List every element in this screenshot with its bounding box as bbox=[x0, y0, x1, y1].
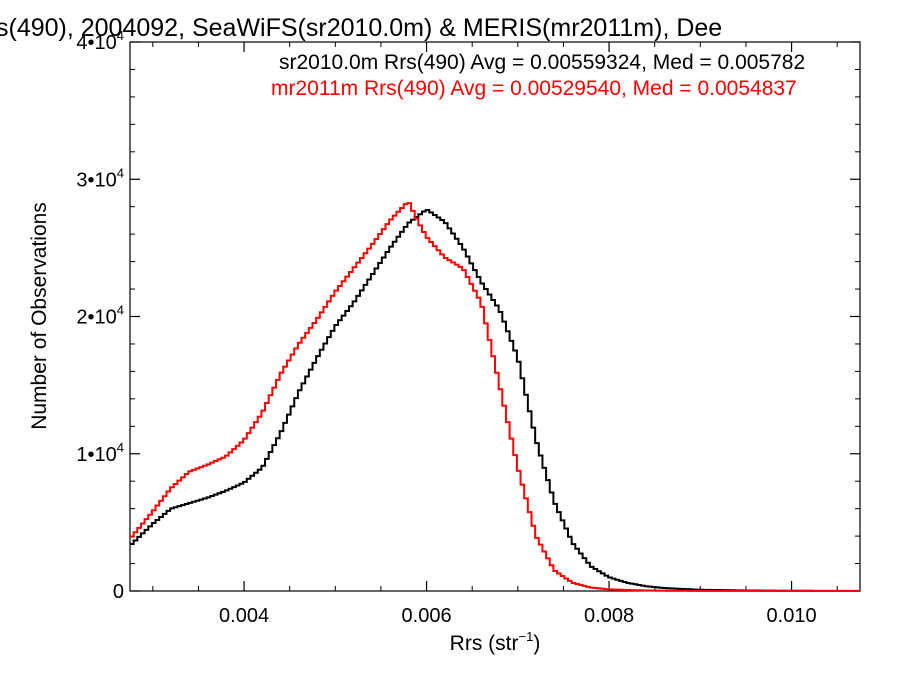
y-tick-label-base: 1•10 bbox=[76, 444, 116, 466]
chart-title: s(490), 2004092, SeaWiFS(sr2010.0m) & ME… bbox=[0, 14, 722, 42]
x-axis-label-end: ) bbox=[533, 632, 540, 655]
x-axis-label-superscript: −1 bbox=[519, 629, 534, 644]
x-tick-label: 0.010 bbox=[767, 605, 817, 627]
y-tick-label: 3•104 bbox=[76, 165, 124, 191]
x-axis-ticks: 0.004 0.006 0.008 0.010 bbox=[152, 42, 838, 627]
y-tick-label: 2•104 bbox=[76, 303, 124, 329]
x-tick-label: 0.008 bbox=[584, 605, 634, 627]
y-tick-label-exponent: 4 bbox=[117, 165, 124, 180]
y-tick-label-exponent: 4 bbox=[117, 440, 124, 455]
annotation-black: sr2010.0m Rrs(490) Avg = 0.00559324, Med… bbox=[279, 51, 805, 74]
x-tick-label: 0.006 bbox=[402, 605, 452, 627]
series-line-seawifs bbox=[130, 209, 860, 592]
y-tick-label-base: 2•10 bbox=[76, 307, 116, 329]
series-line-meris bbox=[130, 202, 860, 592]
y-tick-label: 1•104 bbox=[76, 440, 124, 466]
annotation-red: mr2011m Rrs(490) Avg = 0.00529540, Med =… bbox=[271, 77, 797, 100]
y-tick-label-base: 3•10 bbox=[76, 169, 116, 191]
y-tick-label: 0 bbox=[113, 581, 124, 603]
y-tick-label-exponent: 4 bbox=[117, 28, 124, 43]
plot-frame bbox=[129, 41, 861, 592]
y-tick-label-exponent: 4 bbox=[117, 303, 124, 318]
x-axis-label: Rrs (str−1) bbox=[450, 629, 541, 655]
y-tick-label-base: 4•10 bbox=[76, 32, 116, 54]
y-tick-label: 4•104 bbox=[76, 28, 124, 54]
x-axis-label-main: Rrs (str bbox=[450, 632, 519, 655]
y-axis-label: Number of Observations bbox=[28, 202, 51, 430]
y-tick-label-base: 0 bbox=[113, 581, 124, 603]
x-tick-label: 0.004 bbox=[219, 605, 269, 627]
series-layer bbox=[130, 202, 860, 592]
